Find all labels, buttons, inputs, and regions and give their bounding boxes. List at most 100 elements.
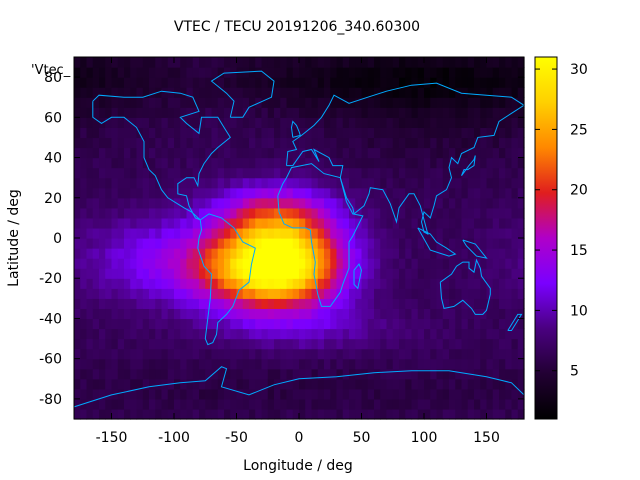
- heatmap-cell: [230, 308, 238, 320]
- heatmap-cell: [367, 368, 375, 380]
- heatmap-cell: [136, 67, 144, 78]
- heatmap-cell: [111, 348, 119, 360]
- heatmap-cell: [355, 167, 363, 179]
- heatmap-cell: [417, 368, 425, 380]
- heatmap-cell: [136, 107, 144, 118]
- heatmap-cell: [455, 278, 463, 289]
- heatmap-cell: [161, 328, 169, 340]
- heatmap-cell: [417, 67, 425, 78]
- heatmap-cell: [499, 117, 506, 128]
- heatmap-cell: [274, 268, 281, 279]
- heatmap-cell: [505, 378, 513, 390]
- heatmap-cell: [130, 378, 138, 390]
- heatmap-cell: [511, 77, 519, 88]
- heatmap-cell: [511, 318, 519, 330]
- heatmap-cell: [255, 388, 263, 400]
- heatmap-cell: [480, 278, 488, 289]
- heatmap-cell: [230, 207, 238, 219]
- heatmap-cell: [474, 278, 481, 289]
- heatmap-cell: [442, 238, 450, 249]
- heatmap-cell: [199, 177, 206, 189]
- heatmap-cell: [180, 127, 188, 139]
- heatmap-cell: [74, 147, 81, 159]
- heatmap-cell: [430, 137, 438, 149]
- heatmap-cell: [86, 258, 94, 269]
- heatmap-cell: [192, 258, 200, 269]
- heatmap-cell: [136, 127, 144, 139]
- heatmap-cell: [336, 388, 344, 400]
- heatmap-cell: [449, 318, 456, 330]
- heatmap-cell: [224, 298, 231, 309]
- heatmap-cell: [367, 388, 375, 400]
- heatmap-cell: [174, 308, 181, 320]
- heatmap-cell: [499, 248, 506, 259]
- heatmap-cell: [99, 97, 106, 108]
- heatmap-cell: [424, 388, 431, 400]
- heatmap-cell: [486, 137, 494, 149]
- heatmap-cell: [336, 408, 344, 420]
- heatmap-cell: [417, 308, 425, 320]
- heatmap-cell: [167, 207, 175, 219]
- heatmap-cell: [511, 167, 519, 179]
- heatmap-cell: [286, 207, 294, 219]
- heatmap-cell: [342, 328, 350, 340]
- heatmap-cell: [380, 137, 388, 149]
- heatmap-cell: [267, 87, 275, 98]
- heatmap-cell: [436, 288, 444, 299]
- heatmap-cell: [86, 388, 94, 400]
- heatmap-cell: [92, 117, 100, 128]
- heatmap-cell: [242, 157, 250, 169]
- heatmap-cell: [124, 358, 131, 370]
- heatmap-cell: [517, 187, 525, 199]
- heatmap-cell: [199, 87, 206, 98]
- heatmap-cell: [505, 207, 513, 219]
- heatmap-cell: [124, 318, 131, 330]
- heatmap-cell: [442, 298, 450, 309]
- heatmap-cell: [142, 137, 150, 149]
- heatmap-cell: [136, 227, 144, 239]
- heatmap-cell: [486, 107, 494, 118]
- heatmap-cell: [505, 268, 513, 279]
- heatmap-cell: [292, 77, 300, 88]
- heatmap-cell: [330, 348, 338, 360]
- heatmap-cell: [267, 378, 275, 390]
- heatmap-cell: [480, 137, 488, 149]
- heatmap-cell: [267, 57, 275, 68]
- heatmap-cell: [249, 348, 256, 360]
- heatmap-cell: [174, 137, 181, 149]
- heatmap-cell: [455, 77, 463, 88]
- heatmap-cell: [499, 288, 506, 299]
- heatmap-cell: [355, 87, 363, 98]
- heatmap-cell: [199, 187, 206, 199]
- heatmap-cell: [449, 137, 456, 149]
- heatmap-cell: [474, 308, 481, 320]
- heatmap-cell: [361, 87, 369, 98]
- heatmap-cell: [117, 398, 125, 410]
- heatmap-cell: [292, 348, 300, 360]
- heatmap-cell: [342, 127, 350, 139]
- heatmap-cell: [336, 378, 344, 390]
- heatmap-cell: [205, 207, 213, 219]
- heatmap-cell: [117, 137, 125, 149]
- heatmap-cell: [149, 318, 156, 330]
- heatmap-cell: [261, 338, 269, 350]
- heatmap-cell: [486, 338, 494, 350]
- heatmap-cell: [205, 177, 213, 189]
- heatmap-cell: [149, 57, 156, 68]
- heatmap-cell: [492, 298, 500, 309]
- heatmap-cell: [149, 227, 156, 239]
- heatmap-cell: [386, 278, 394, 289]
- heatmap-cell: [517, 408, 525, 420]
- heatmap-cell: [117, 177, 125, 189]
- heatmap-cell: [380, 328, 388, 340]
- heatmap-cell: [374, 248, 381, 259]
- heatmap-cell: [367, 87, 375, 98]
- heatmap-cell: [305, 147, 313, 159]
- heatmap-cell: [467, 77, 475, 88]
- heatmap-cell: [142, 358, 150, 370]
- heatmap-cell: [411, 127, 419, 139]
- heatmap-cell: [392, 187, 400, 199]
- heatmap-cell: [317, 67, 325, 78]
- heatmap-cell: [286, 348, 294, 360]
- heatmap-cell: [274, 348, 281, 360]
